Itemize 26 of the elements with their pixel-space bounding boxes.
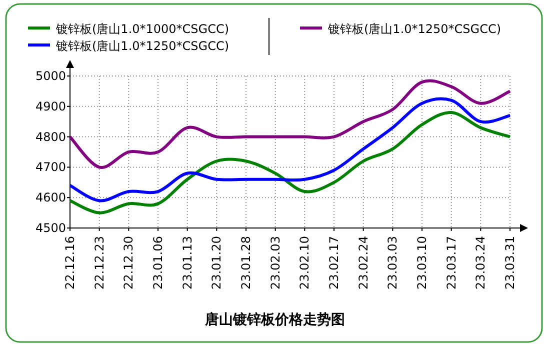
y-tick-label: 5000 (35, 69, 66, 83)
y-tick-label: 4900 (35, 99, 66, 114)
x-tick-label: 23.03.03 (386, 236, 400, 290)
legend-label: 镀锌板(唐山1.0*1250*CSGCC) (327, 22, 502, 36)
x-tick-label: 22.12.30 (122, 236, 136, 290)
x-tick-label: 23.01.28 (239, 236, 253, 290)
legend-label: 镀锌板(唐山1.0*1000*CSGCC) (55, 22, 230, 36)
x-tick-label: 23.03.17 (444, 236, 458, 290)
x-tick-label: 23.02.10 (298, 236, 312, 290)
x-tick-label: 23.01.20 (210, 236, 224, 290)
y-tick-label: 4600 (35, 190, 66, 205)
legend-label: 镀锌板(唐山1.0*1250*CSGCC) (55, 39, 230, 53)
x-tick-label: 23.01.06 (151, 236, 165, 290)
text: 唐山镀锌板价格走势图 (204, 311, 345, 328)
x-tick-label: 23.03.24 (474, 236, 488, 290)
x-tick-label: 23.02.17 (327, 236, 341, 290)
x-tick-label: 23.02.24 (356, 236, 370, 290)
x-tick-label: 23.01.13 (180, 236, 194, 290)
x-tick-label: 23.02.03 (268, 236, 282, 290)
x-tick-label: 22.12.23 (92, 236, 106, 290)
x-tick-label: 23.03.31 (503, 236, 517, 290)
y-tick-label: 4800 (35, 130, 66, 144)
y-tick-label: 4500 (35, 221, 66, 235)
y-tick-label: 4700 (35, 160, 66, 174)
x-tick-label: 23.03.10 (415, 236, 429, 290)
x-tick-label: 22.12.16 (63, 236, 77, 290)
